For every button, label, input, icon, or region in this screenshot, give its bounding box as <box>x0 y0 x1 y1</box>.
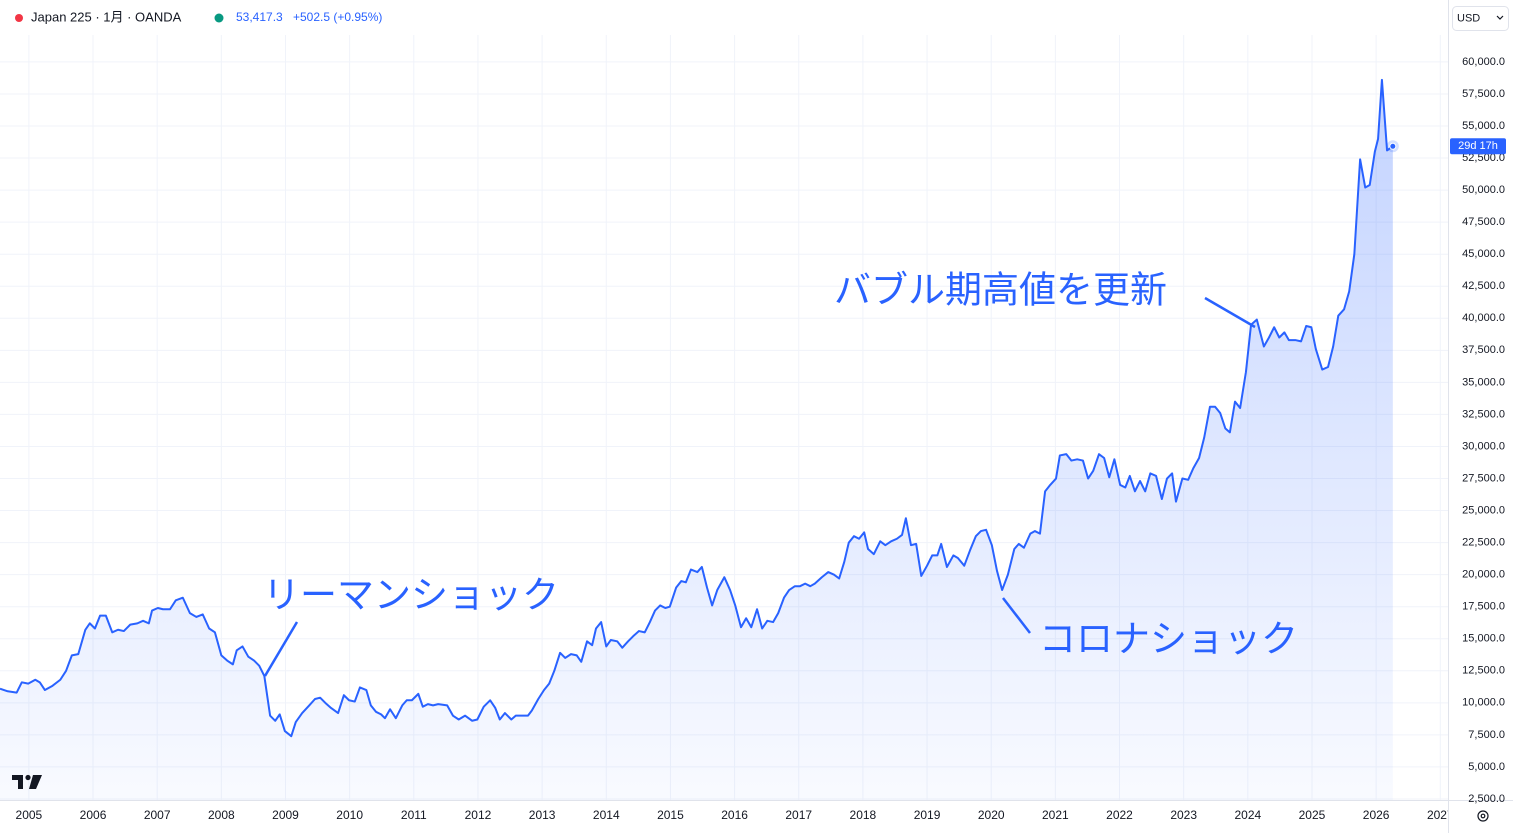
x-tick-label: 2026 <box>1363 808 1390 822</box>
settings-icon[interactable] <box>1477 810 1489 822</box>
x-tick-label: 2008 <box>208 808 235 822</box>
currency-label: USD <box>1457 12 1480 24</box>
y-tick-label: 47,500.0 <box>1462 216 1505 228</box>
countdown-label: 29d 17h <box>1458 140 1498 152</box>
y-tick-label: 10,000.0 <box>1462 697 1505 709</box>
y-tick-label: 45,000.0 <box>1462 248 1505 260</box>
annotation-arrow <box>263 621 299 677</box>
y-tick-label: 52,500.0 <box>1462 152 1505 164</box>
x-tick-label: 2009 <box>272 808 299 822</box>
x-tick-label: 2021 <box>1042 808 1069 822</box>
annotation-arrow <box>1204 296 1256 329</box>
last-price: 53,417.3 <box>236 10 283 24</box>
x-tick-label: 2018 <box>850 808 877 822</box>
countdown-tag <box>1450 138 1506 155</box>
annotation-arrow <box>1002 597 1031 634</box>
x-tick-label: 2016 <box>721 808 748 822</box>
x-tick-label: 2007 <box>144 808 171 822</box>
y-tick-label: 5,000.0 <box>1468 761 1505 773</box>
x-tick-label: 2005 <box>16 808 43 822</box>
annotation-bubble: バブル期高値を更新 <box>834 269 1167 312</box>
last-point <box>1389 142 1397 150</box>
price-axis: 2,500.0 5,000.0 7,500.0 10,000.0 12,500.0 15,… <box>1450 56 1506 805</box>
x-tick-label: 2022 <box>1106 808 1133 822</box>
y-tick-label: 40,000.0 <box>1462 312 1505 324</box>
x-tick-label: 2014 <box>593 808 620 822</box>
y-tick-label: 12,500.0 <box>1462 665 1505 677</box>
x-tick-label: 2024 <box>1234 808 1261 822</box>
x-tick-label: 2017 <box>785 808 812 822</box>
annotation-lehman: リーマンショック <box>263 574 559 617</box>
x-tick-label: 2012 <box>465 808 492 822</box>
y-tick-label: 60,000.0 <box>1462 56 1505 68</box>
x-tick-label: 2010 <box>336 808 363 822</box>
x-tick-label: 2020 <box>978 808 1005 822</box>
y-tick-label: 42,500.0 <box>1462 280 1505 292</box>
x-tick-label: 2023 <box>1170 808 1197 822</box>
symbol-title[interactable]: Japan 225 · 1月 · OANDA <box>31 9 182 24</box>
y-tick-label: 32,500.0 <box>1462 408 1505 420</box>
status-dot <box>15 14 23 22</box>
y-tick-label: 17,500.0 <box>1462 601 1505 613</box>
x-tick-label: 2013 <box>529 808 556 822</box>
y-tick-label: 55,000.0 <box>1462 120 1505 132</box>
plot-area <box>0 78 1399 800</box>
price-line <box>0 78 1394 738</box>
y-tick-label: 25,000.0 <box>1462 504 1505 516</box>
y-tick-label: 15,000.0 <box>1462 633 1505 645</box>
tradingview-logo[interactable] <box>12 774 42 789</box>
y-tick-label: 37,500.0 <box>1462 344 1505 356</box>
x-tick-label: 2015 <box>657 808 684 822</box>
y-tick-label: 2,500.0 <box>1468 793 1505 805</box>
y-tick-label: 57,500.0 <box>1462 88 1505 100</box>
x-tick-label: 2019 <box>914 808 941 822</box>
x-tick-label: 2027 <box>1427 808 1454 822</box>
annotation-corona: コロナショック <box>1039 618 1298 661</box>
x-tick-label: 2011 <box>401 808 427 822</box>
time-axis: 2005 2006 2007 2008 2009 2010 2011 2012 2013 2014… <box>16 808 1454 822</box>
area <box>0 79 1393 800</box>
market-dot <box>214 13 224 23</box>
y-tick-label: 50,000.0 <box>1462 184 1505 196</box>
y-tick-label: 27,500.0 <box>1462 472 1505 484</box>
y-tick-label: 22,500.0 <box>1462 537 1505 549</box>
x-tick-label: 2006 <box>80 808 107 822</box>
y-tick-label: 30,000.0 <box>1462 440 1505 452</box>
price-change: +502.5 (+0.95%) <box>293 10 382 24</box>
currency-button[interactable] <box>1452 6 1509 31</box>
x-tick-label: 2025 <box>1299 808 1326 822</box>
dropdown-arrow <box>1496 15 1504 20</box>
y-tick-label: 20,000.0 <box>1462 569 1505 581</box>
y-tick-label: 7,500.0 <box>1468 729 1505 741</box>
y-tick-label: 35,000.0 <box>1462 376 1505 388</box>
